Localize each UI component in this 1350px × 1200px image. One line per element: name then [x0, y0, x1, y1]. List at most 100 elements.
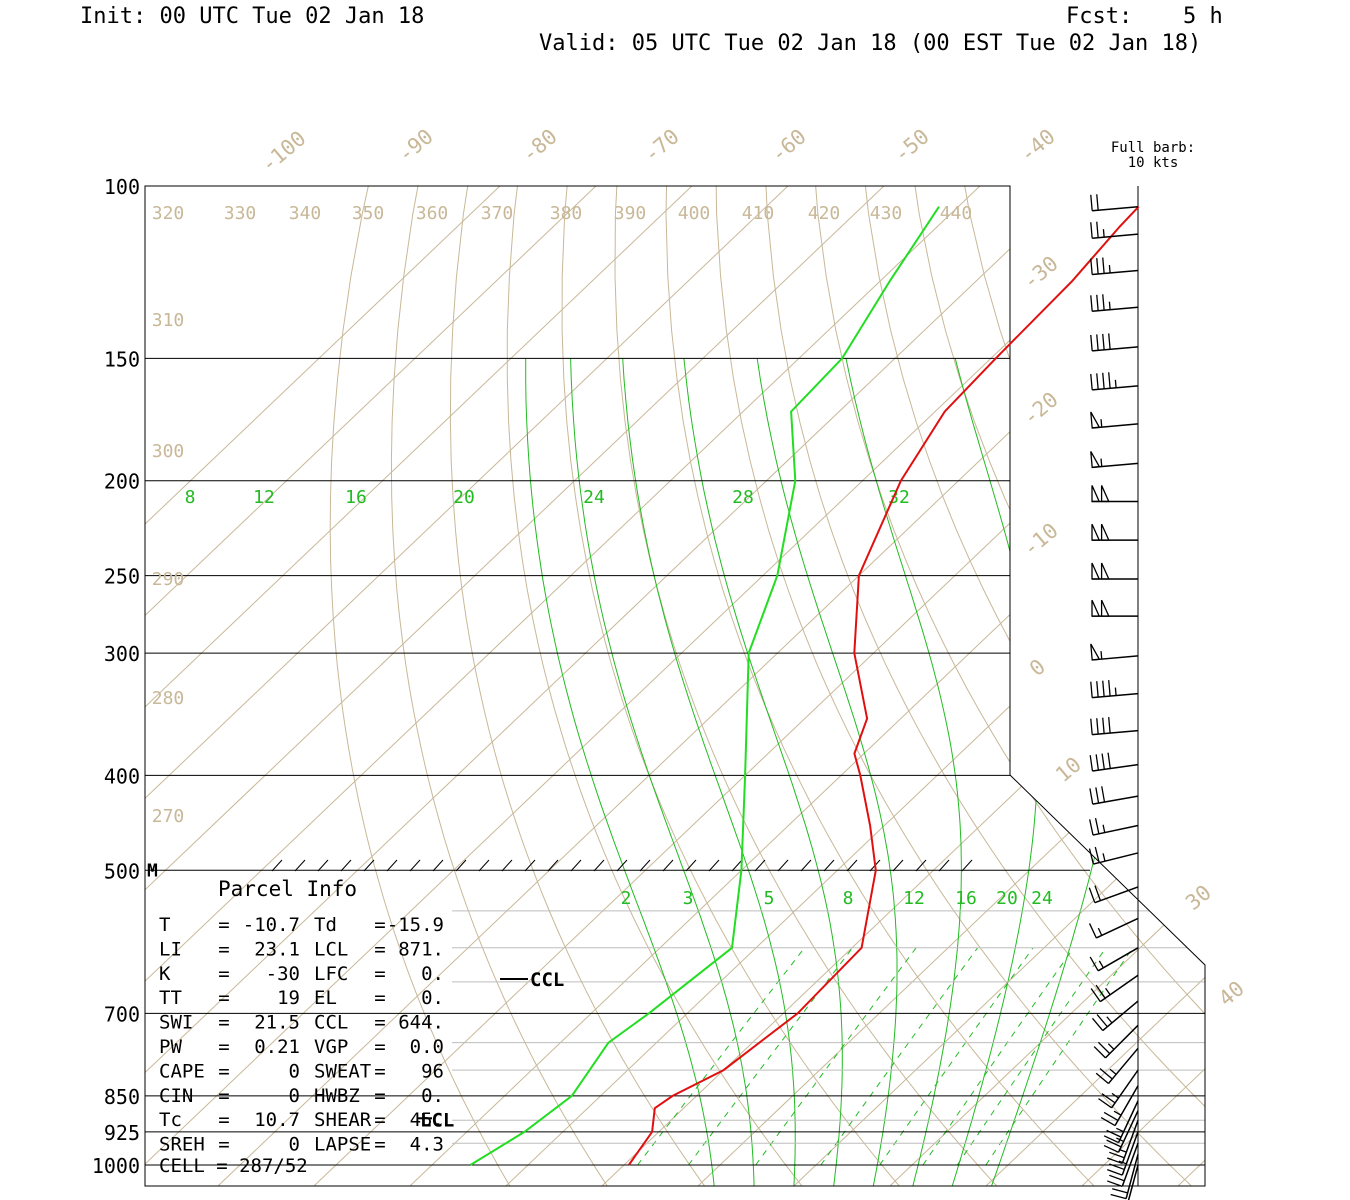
mixing-ratio-label: 24: [1031, 888, 1053, 909]
isotherm-line: [697, 186, 1205, 1186]
parcel-equals: =: [374, 938, 385, 960]
hatch-mark: [478, 859, 490, 872]
init-time: Init: 00 UTC Tue 02 Jan 18: [80, 4, 425, 29]
parcel-equals: =: [218, 963, 229, 985]
hatch-mark: [501, 859, 513, 872]
dry-adiabat-line: [956, 186, 1205, 1186]
mixing-ratio-line: [688, 947, 853, 1166]
pressure-label-100: 100: [104, 175, 140, 199]
parcel-param-name: LAPSE: [314, 1134, 371, 1156]
parcel-param-name: CAPE: [159, 1060, 205, 1082]
theta-label: 400: [678, 203, 711, 224]
wind-barb: [1107, 1131, 1139, 1176]
isotherm-line: [889, 186, 1205, 1186]
isotherm-label: -100: [256, 126, 310, 177]
parcel-param-name: HWBZ: [314, 1085, 360, 1107]
wind-barb: [1090, 372, 1139, 391]
hatch-mark: [892, 859, 904, 872]
isotherm-label: -10: [1018, 518, 1062, 561]
wind-barb: [1100, 1085, 1139, 1127]
isotherm-label: -90: [393, 124, 437, 167]
hatch-mark: [961, 859, 973, 872]
mixing-ratio-line: [755, 947, 917, 1166]
wind-barb: [1091, 1000, 1139, 1032]
isotherm-line: [145, 186, 789, 1186]
hatch-mark: [662, 859, 674, 872]
barb-key: Full barb: 10 kts: [1111, 140, 1195, 171]
hatch-mark: [915, 859, 927, 872]
pressure-label-925: 925: [104, 1121, 140, 1145]
theta-label: 300: [152, 441, 185, 462]
parcel-param-value: 644.: [398, 1012, 444, 1034]
parcel-param-value: -10.7: [243, 914, 300, 936]
wind-barb: [1089, 786, 1139, 805]
moist-adiabat-line: [984, 358, 1131, 1186]
parcel-param-name: SWEAT: [314, 1060, 371, 1082]
parcel-equals: =: [218, 914, 229, 936]
mixing-ratio-line: [956, 947, 1107, 1166]
isotherm-line: [145, 186, 885, 1186]
parcel-info-title: Parcel Info: [218, 877, 357, 901]
ccl-label: CCL: [530, 969, 564, 991]
dry-adiabat-line: [1246, 141, 1350, 1200]
wind-barb: [1107, 1119, 1139, 1165]
plot-frame: [144, 185, 1206, 1187]
parcel-equals: =: [374, 1012, 385, 1034]
isotherm-line: [145, 186, 693, 1186]
dry-adiabat-line: [1294, 141, 1350, 1200]
parcel-param-value: 96: [421, 1060, 444, 1082]
mixing-ratio-label: 8: [843, 888, 854, 909]
hatch-mark: [593, 859, 605, 872]
sounding-profiles: [469, 206, 1140, 1166]
theta-label: 330: [224, 203, 257, 224]
wind-barb: [1127, 1164, 1139, 1200]
dry-adiabat-line: [811, 186, 1205, 1186]
isotherm-label: -60: [766, 124, 810, 167]
wind-barb: [1089, 752, 1139, 772]
wind-barb: [1091, 599, 1138, 617]
theta-label: 410: [742, 203, 775, 224]
hatch-mark: [800, 859, 812, 872]
hatch-mark: [570, 859, 582, 872]
isotherm-label: 0: [1025, 654, 1050, 681]
pressure-label-400: 400: [104, 764, 140, 788]
moist-adiabat-line: [570, 358, 755, 1186]
hatch-mark: [777, 859, 789, 872]
level-markers: LCL CCL M: [147, 860, 564, 1131]
dewpoint-profile: [469, 206, 940, 1166]
isotherm-label: -80: [517, 124, 561, 167]
parcel-param-value: 0.: [421, 963, 444, 985]
hatch-mark: [823, 859, 835, 872]
parcel-param-value: 21.5: [254, 1012, 300, 1034]
wind-barb: [1107, 1142, 1139, 1188]
wind-barb: [1088, 846, 1139, 865]
isotherm-line: [1177, 186, 1205, 1186]
isotherm-label: -50: [889, 124, 933, 167]
valid-time: Valid: 05 UTC Tue 02 Jan 18 (00 EST Tue …: [539, 31, 1202, 56]
theta-label: 290: [152, 569, 185, 590]
dry-adiabat-line: [665, 186, 1114, 1186]
parcel-equals: =: [374, 1060, 385, 1082]
parcel-param-name: TT: [159, 987, 182, 1009]
parcel-param-name: LFC: [314, 963, 348, 985]
pressure-tick-labels: 100 150 200 250 300 400 500 700 850 925 1000: [92, 175, 140, 1178]
mixing-ratio-line: [637, 947, 805, 1166]
hatch-mark: [524, 859, 536, 872]
wind-barb: [1090, 257, 1139, 276]
wind-barb: [1089, 818, 1139, 836]
mixing-ratio-label: 3: [683, 888, 694, 909]
theta-label: 280: [152, 688, 185, 709]
mixing-ratio-label: 20: [996, 888, 1018, 909]
mixing-ratio-label: 5: [764, 888, 775, 909]
wind-barb: [1090, 294, 1139, 313]
parcel-param-value: 0.: [421, 987, 444, 1009]
dry-adiabat-line: [859, 186, 1205, 1186]
isotherm-line: [313, 186, 1205, 1186]
dry-adiabat-line: [390, 186, 621, 1186]
moist-adiabat-line: [525, 358, 717, 1186]
wind-barb: [1098, 1069, 1139, 1109]
wind-barb: [1090, 680, 1139, 699]
wind-barb: [1091, 562, 1138, 580]
isotherm-line: [601, 186, 1205, 1186]
dry-adiabat-line: [506, 186, 818, 1186]
